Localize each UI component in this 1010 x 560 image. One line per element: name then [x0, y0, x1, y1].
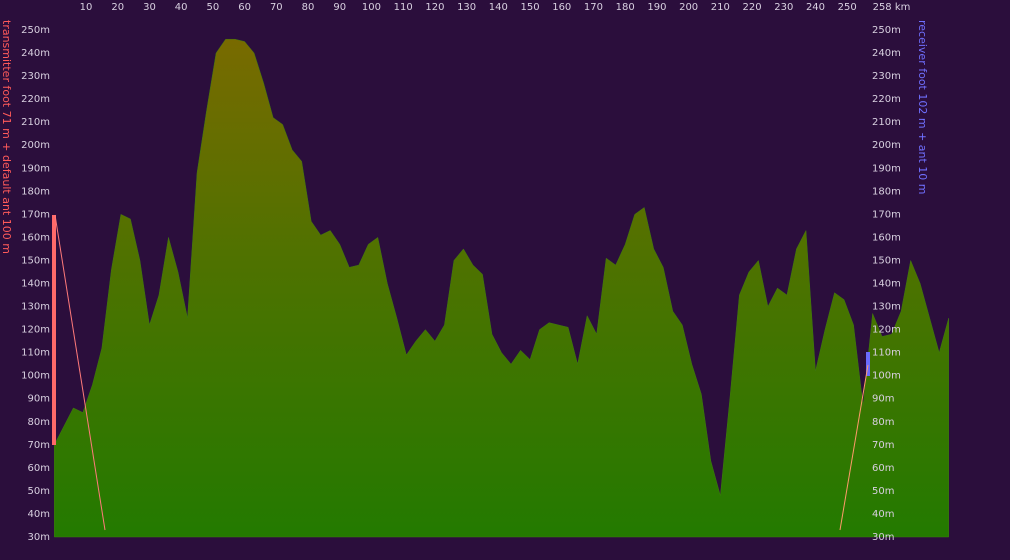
transmitter-bar [52, 215, 56, 445]
y-tick-label: 100m [21, 371, 50, 382]
y2-tick-label: 70m [872, 440, 894, 451]
y2-tick-label: 40m [872, 509, 894, 520]
y-tick-label: 70m [28, 440, 50, 451]
x-tick-label: 210 [711, 2, 730, 13]
x-tick-label: 20 [111, 2, 124, 13]
y-tick-label: 30m [28, 532, 50, 543]
y2-tick-label: 30m [872, 532, 894, 543]
y-tick-label: 140m [21, 279, 50, 290]
x-tick-label: 10 [80, 2, 93, 13]
y-tick-label: 50m [28, 486, 50, 497]
y2-tick-label: 240m [872, 48, 901, 59]
x-tick-label: 60 [238, 2, 251, 13]
y2-tick-label: 60m [872, 463, 894, 474]
y-tick-label: 240m [21, 48, 50, 59]
x-tick-label: 140 [489, 2, 508, 13]
x-tick-label: 70 [270, 2, 283, 13]
transmitter-link [54, 214, 106, 531]
x-tick-label: 50 [207, 2, 220, 13]
y2-tick-label: 250m [872, 25, 901, 36]
y2-tick-label: 230m [872, 71, 901, 82]
y-tick-label: 110m [21, 348, 50, 359]
x-tick-label: 120 [425, 2, 444, 13]
y-tick-label: 170m [21, 209, 50, 220]
receiver-label: receiver foot 102 m + ant 10 m [916, 20, 929, 195]
y-tick-label: 130m [21, 302, 50, 313]
transmitter-label: transmitter foot 71 m + default ant 100 … [0, 20, 13, 254]
x-tick-label: 30 [143, 2, 156, 13]
y2-tick-label: 140m [872, 279, 901, 290]
x-tick-label: 250 [838, 2, 857, 13]
y-tick-label: 80m [28, 417, 50, 428]
x-tick-label: 230 [774, 2, 793, 13]
x-tick-label: 170 [584, 2, 603, 13]
y-tick-label: 190m [21, 163, 50, 174]
x-tick-label: 220 [743, 2, 762, 13]
receiver-link [839, 364, 869, 531]
y-tick-label: 160m [21, 232, 50, 243]
y-tick-label: 210m [21, 117, 50, 128]
y-tick-label: 200m [21, 140, 50, 151]
x-tick-label: 100 [362, 2, 381, 13]
y2-tick-label: 110m [872, 348, 901, 359]
y-tick-label: 150m [21, 255, 50, 266]
x-tick-label: 150 [521, 2, 540, 13]
y2-tick-label: 170m [872, 209, 901, 220]
y2-tick-label: 200m [872, 140, 901, 151]
y2-tick-label: 80m [872, 417, 894, 428]
y-tick-label: 220m [21, 94, 50, 105]
terrain-area [54, 38, 949, 538]
x-tick-label: 200 [679, 2, 698, 13]
plot-area [54, 38, 949, 538]
y-tick-label: 250m [21, 25, 50, 36]
y2-tick-label: 150m [872, 255, 901, 266]
y2-tick-label: 220m [872, 94, 901, 105]
x-tick-label: 130 [457, 2, 476, 13]
y2-tick-label: 180m [872, 186, 901, 197]
receiver-bar [866, 352, 870, 376]
y2-tick-label: 210m [872, 117, 901, 128]
x-tick-label: 110 [394, 2, 413, 13]
x-tick-label: 190 [647, 2, 666, 13]
y-tick-label: 180m [21, 186, 50, 197]
x-tick-label: 40 [175, 2, 188, 13]
x-tick-label: 80 [302, 2, 315, 13]
y2-tick-label: 130m [872, 302, 901, 313]
x-tick-label: 180 [616, 2, 635, 13]
x-tick-label: 258 km [873, 2, 911, 13]
y2-tick-label: 90m [872, 394, 894, 405]
y-tick-label: 40m [28, 509, 50, 520]
y-tick-label: 230m [21, 71, 50, 82]
y2-tick-label: 160m [872, 232, 901, 243]
y2-tick-label: 190m [872, 163, 901, 174]
y2-tick-label: 100m [872, 371, 901, 382]
y-tick-label: 120m [21, 325, 50, 336]
x-tick-label: 160 [552, 2, 571, 13]
y2-tick-label: 120m [872, 325, 901, 336]
y2-tick-label: 50m [872, 486, 894, 497]
x-tick-label: 240 [806, 2, 825, 13]
y-tick-label: 60m [28, 463, 50, 474]
x-tick-label: 90 [333, 2, 346, 13]
y-tick-label: 90m [28, 394, 50, 405]
